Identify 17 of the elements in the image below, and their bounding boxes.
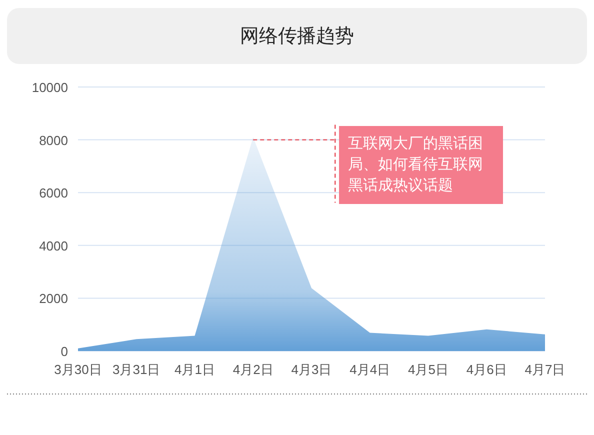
y-tick-label: 6000 bbox=[39, 186, 68, 201]
x-tick-label: 4月5日 bbox=[408, 362, 448, 377]
annotation: 互联网大厂的黑话困局、如何看待互联网黑话成热议话题 bbox=[339, 126, 504, 204]
title: 网络传播趋势 bbox=[240, 26, 354, 47]
y-tick-label: 0 bbox=[60, 344, 68, 359]
x-tick-label: 3月31日 bbox=[112, 362, 160, 377]
x-tick-label: 4月4日 bbox=[350, 362, 390, 377]
x-tick-label: 4月1日 bbox=[174, 362, 215, 377]
x-tick-label: 4月3日 bbox=[291, 362, 332, 377]
x-tick-label: 4月6日 bbox=[466, 362, 507, 377]
y-tick-label: 10000 bbox=[32, 80, 68, 95]
x-tick-label: 3月30日 bbox=[54, 362, 102, 377]
y-tick-label: 2000 bbox=[39, 291, 68, 306]
x-tick-label: 4月7日 bbox=[524, 362, 566, 377]
y-tick-label: 4000 bbox=[39, 238, 68, 254]
x-tick-label: 4月2日 bbox=[232, 362, 274, 377]
y-tick-label: 8000 bbox=[39, 132, 68, 148]
